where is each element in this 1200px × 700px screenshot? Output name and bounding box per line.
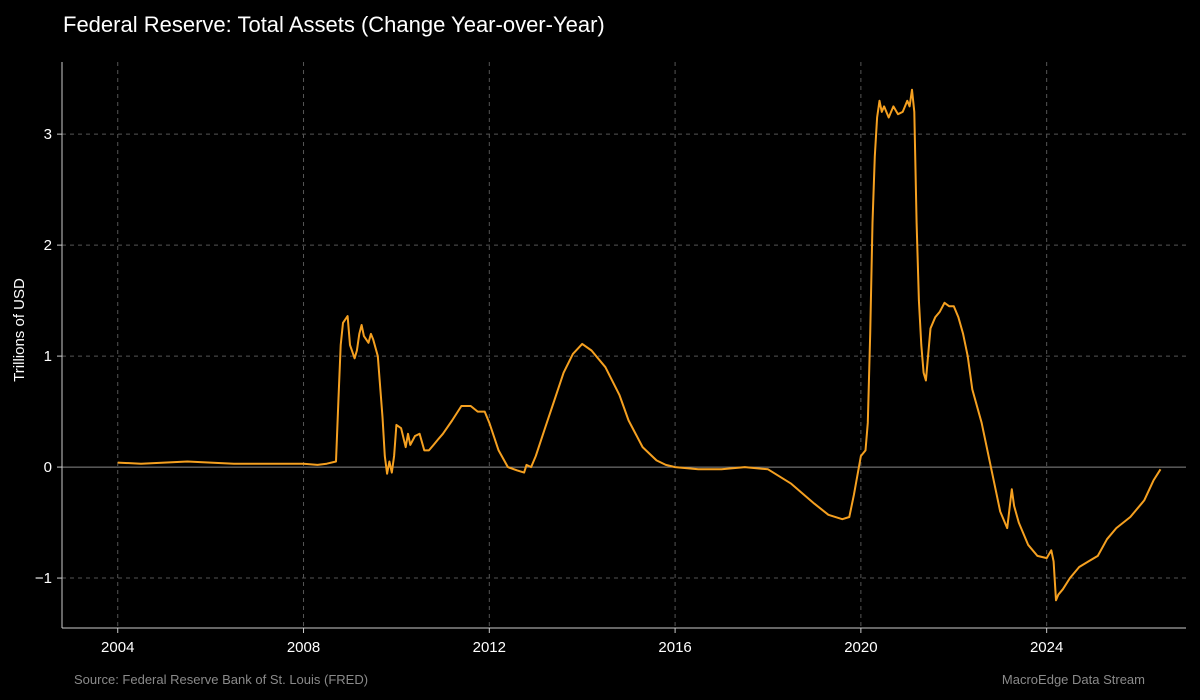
x-tick-label-2024: 2024 [1030, 639, 1063, 656]
x-tick-label-2004: 2004 [101, 639, 134, 656]
y-tick-label: 2 [44, 237, 52, 254]
chart-title: Federal Reserve: Total Assets (Change Ye… [63, 12, 605, 37]
y-axis-ticks: −1 0 1 2 3 [35, 126, 62, 587]
y-tick-label: 1 [44, 348, 52, 365]
y-axis-label: Trillions of USD [11, 278, 28, 382]
x-axis-ticks: 2004 2008 2012 2016 2020 2024 [101, 628, 1063, 656]
y-tick-label: 0 [44, 459, 52, 476]
source-note: Source: Federal Reserve Bank of St. Loui… [74, 672, 369, 687]
y-tick-label: −1 [35, 570, 52, 587]
x-tick-label-2016: 2016 [658, 639, 691, 656]
x-tick-label-2020: 2020 [844, 639, 877, 656]
y-tick-label: 3 [44, 126, 52, 143]
series-line-total-assets-yoy [117, 88, 1162, 602]
x-tick-label-2008: 2008 [287, 639, 320, 656]
grid-layer [62, 62, 1186, 628]
brand-note: MacroEdge Data Stream [1001, 672, 1145, 687]
x-tick-label-2012: 2012 [473, 639, 506, 656]
